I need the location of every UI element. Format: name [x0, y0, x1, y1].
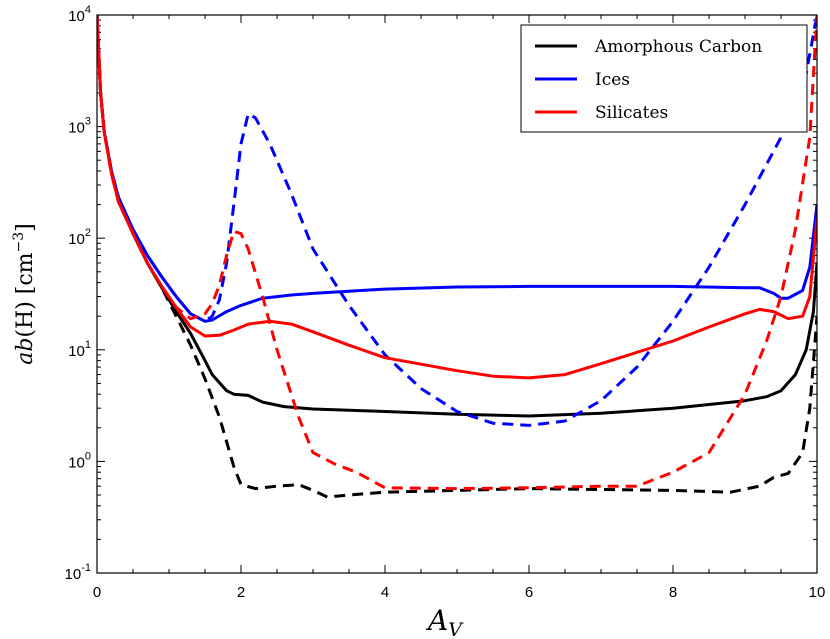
legend: Amorphous Carbon Ices Silicates [520, 24, 808, 133]
series-line-ices [97, 15, 817, 323]
x-tick-label: 6 [525, 584, 533, 601]
x-tick-label: 0 [93, 584, 101, 601]
x-tick-label: 10 [809, 584, 826, 601]
legend-label-amorphous-carbon: Amorphous Carbon [594, 37, 762, 57]
y-tick-label: 102 [68, 227, 91, 248]
x-tick-label: 4 [381, 584, 389, 601]
tick-labels: 0 2 4 6 8 10 10-1 100 101 102 103 104 [65, 4, 826, 601]
y-tick-label: 101 [68, 339, 91, 360]
plot-frame [96, 14, 818, 574]
series-layer [97, 15, 817, 499]
y-tick-label: 100 [68, 450, 91, 471]
x-axis-label: AV [425, 604, 464, 639]
svg-text:AV: AV [425, 604, 464, 639]
series-line-ices-dashed [97, 15, 817, 427]
series-line-silicates-dashed [97, 15, 817, 491]
x-tick-label: 2 [237, 584, 245, 601]
legend-label-ices: Ices [595, 70, 630, 90]
y-tick-label: 103 [68, 116, 91, 137]
y-tick-label: 104 [68, 4, 91, 25]
legend-label-silicates: Silicates [595, 103, 668, 123]
y-axis-label: ab(H) [cm−3] [11, 223, 38, 365]
x-tick-label: 8 [669, 584, 677, 601]
y-tick-label: 10-1 [65, 562, 91, 583]
svg-text:ab(H) [cm−3]: ab(H) [cm−3] [11, 223, 38, 365]
